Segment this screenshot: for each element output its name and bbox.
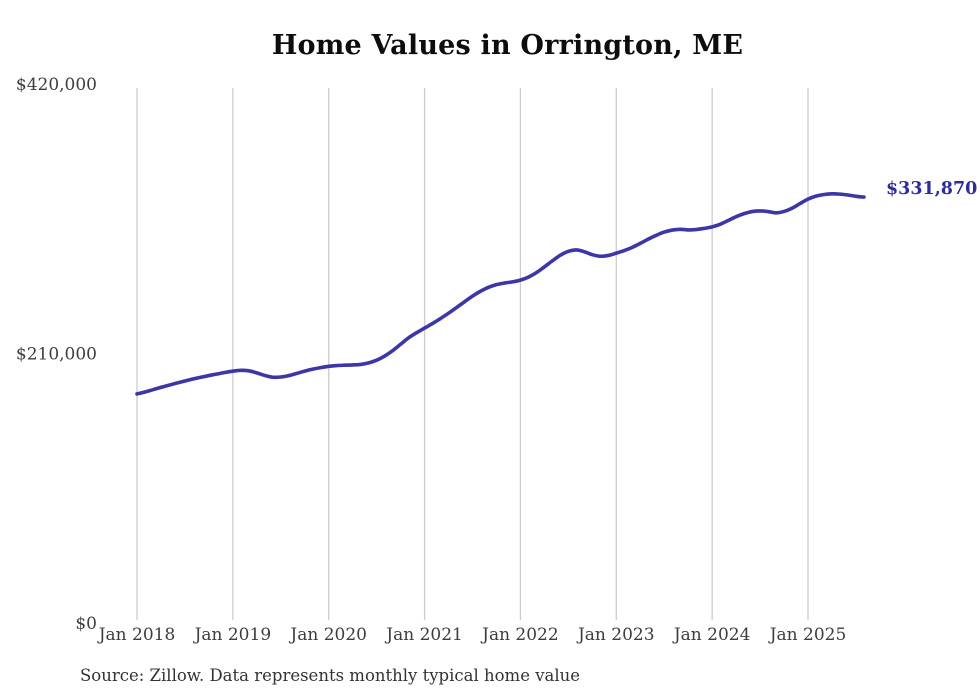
home-value-line	[135, 192, 866, 396]
chart-title: Home Values in Orrington, ME	[271, 30, 744, 61]
x-axis-label: Jan 2022	[480, 625, 559, 645]
y-axis-label: $0	[75, 614, 97, 634]
x-axis-label: Jan 2019	[193, 625, 272, 645]
x-axis-label: Jan 2021	[384, 625, 463, 645]
final-value-label: $331,870	[886, 179, 978, 199]
x-axis-label: Jan 2018	[97, 625, 176, 645]
y-axis-label: $420,000	[16, 75, 97, 95]
x-axis-label: Jan 2023	[576, 625, 655, 645]
x-axis-label: Jan 2025	[768, 625, 847, 645]
source-note: Source: Zillow. Data represents monthly …	[80, 666, 581, 685]
y-axis-label: $210,000	[16, 345, 97, 365]
x-axis-label: Jan 2024	[672, 625, 751, 645]
x-axis-label: Jan 2020	[288, 625, 367, 645]
